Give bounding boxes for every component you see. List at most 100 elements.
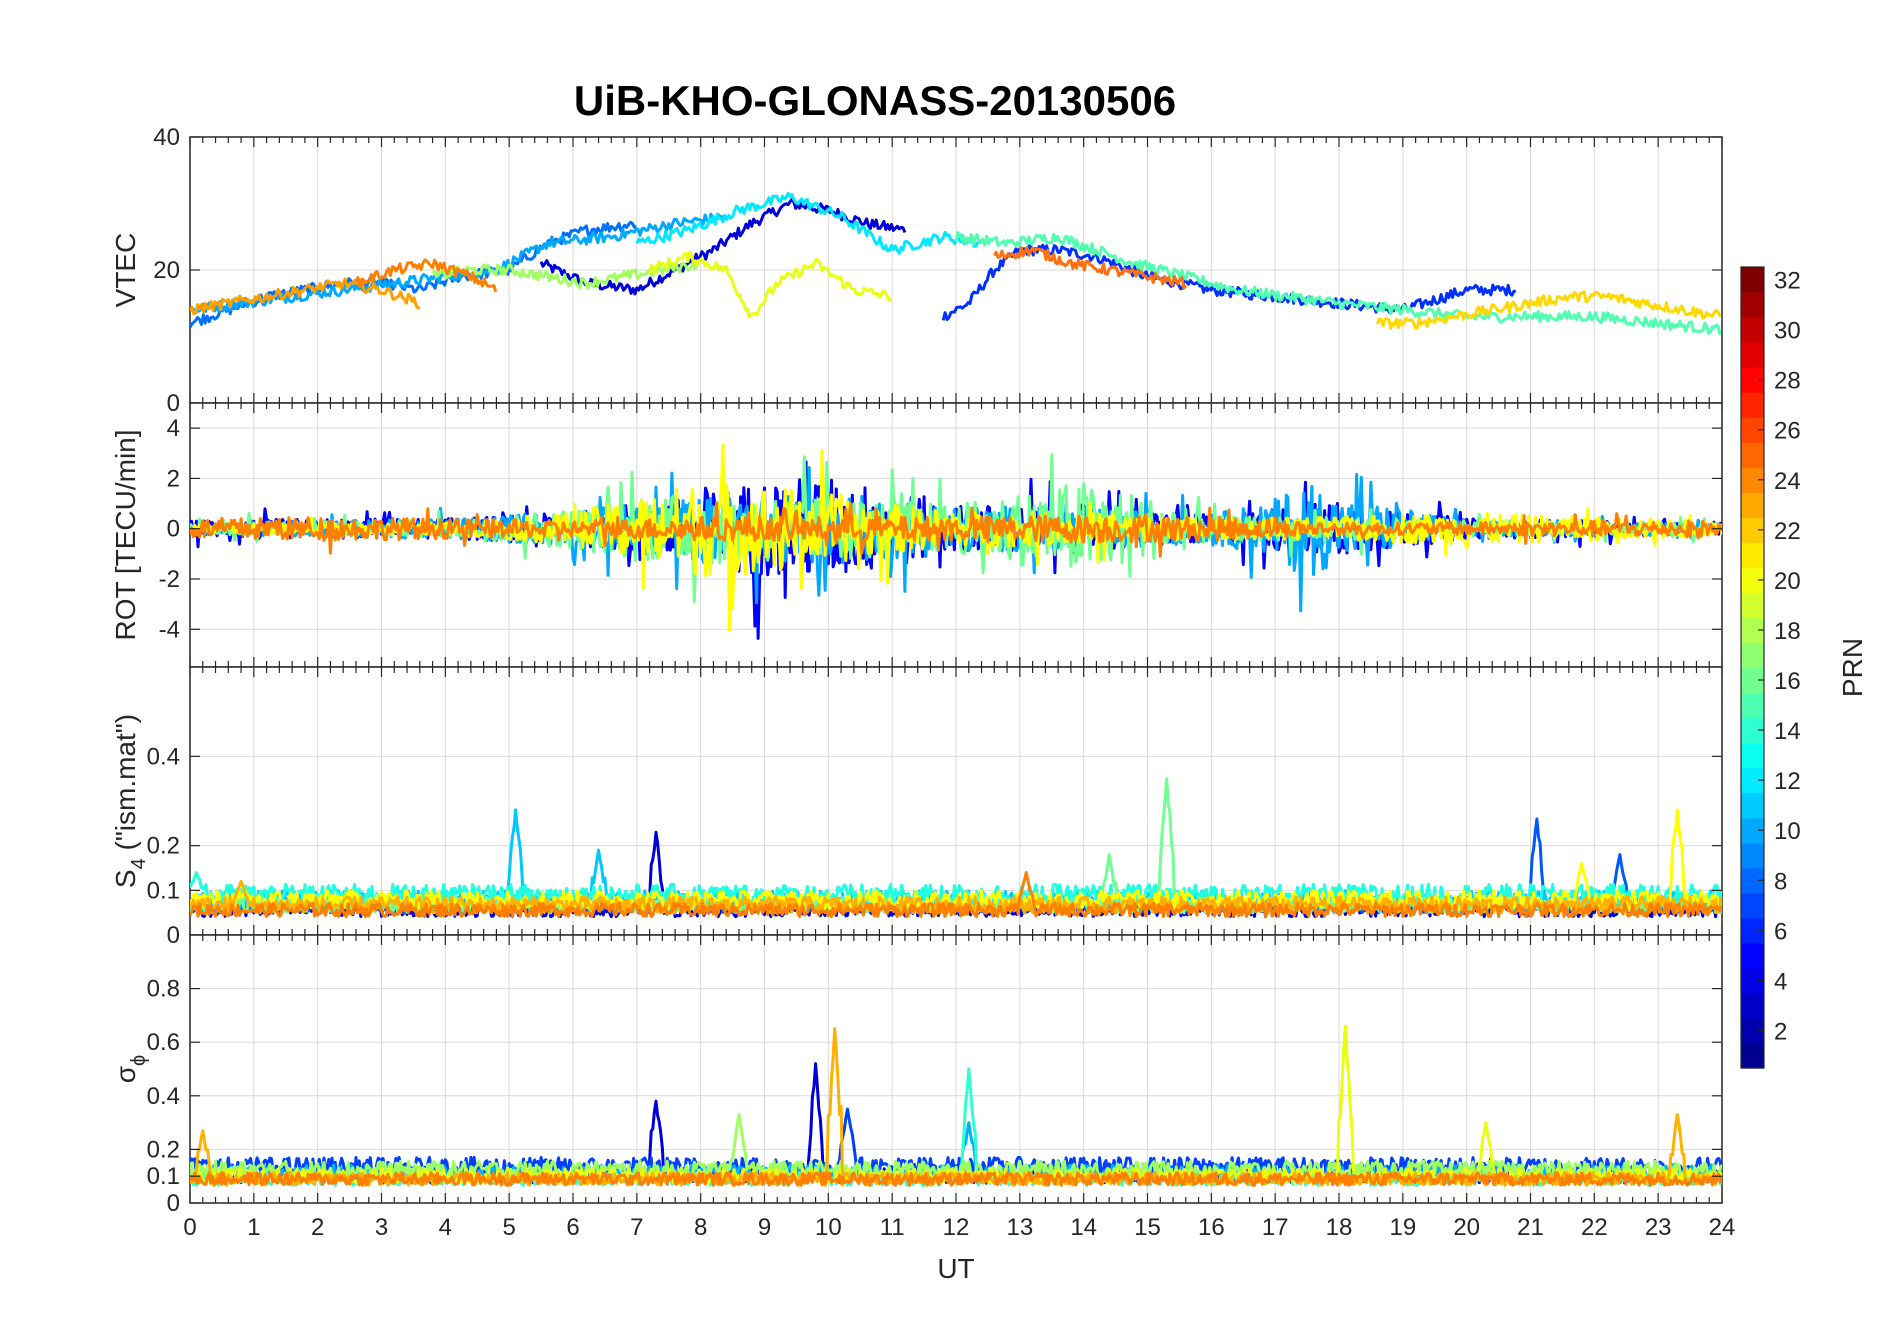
y-axis-label: ROT [TECU/min] bbox=[110, 429, 141, 640]
colorbar-tick-label: 18 bbox=[1774, 618, 1801, 645]
colorbar-segment bbox=[1741, 767, 1764, 794]
series-group bbox=[190, 443, 1722, 640]
y-tick-label: 0.4 bbox=[147, 743, 180, 770]
colorbar-segment bbox=[1741, 792, 1764, 819]
x-ticks bbox=[189, 667, 1723, 935]
x-tick-label: 23 bbox=[1645, 1214, 1672, 1241]
colorbar-tick-label: 2 bbox=[1774, 1018, 1787, 1045]
x-tick-label: 24 bbox=[1709, 1214, 1736, 1241]
colorbar-segment bbox=[1741, 342, 1764, 368]
colorbar-segment bbox=[1741, 667, 1764, 694]
x-tick-label: 2 bbox=[311, 1214, 324, 1241]
series-prn-24 bbox=[190, 501, 1722, 558]
colorbar-segment bbox=[1741, 817, 1764, 844]
colorbar-tick-label: 26 bbox=[1774, 418, 1801, 445]
y-axis-label: σϕ bbox=[110, 1055, 150, 1083]
colorbar-label: PRN bbox=[1837, 638, 1868, 697]
colorbar-segment bbox=[1741, 742, 1764, 769]
colorbar-segment bbox=[1741, 592, 1764, 619]
colorbar-segment bbox=[1741, 417, 1764, 443]
colorbar-segment bbox=[1741, 267, 1764, 293]
colorbar-segment bbox=[1741, 492, 1764, 518]
colorbar-segment bbox=[1741, 517, 1764, 543]
y-tick-label: 40 bbox=[153, 124, 180, 151]
x-tick-label: 3 bbox=[375, 1214, 388, 1241]
panel-sigma-phi: 00.10.20.40.60.80 1 2 3 4 5 6 7 8 9 10 11 12 13 14 15 16… bbox=[110, 934, 1736, 1284]
grid bbox=[190, 935, 1722, 1203]
series-prn-21 bbox=[1375, 290, 1722, 330]
colorbar-segment bbox=[1741, 317, 1764, 343]
y-axis-label: S4 ("ism.mat") bbox=[110, 714, 150, 888]
colorbar-segment bbox=[1741, 567, 1764, 594]
colorbar-tick-label: 4 bbox=[1774, 968, 1787, 995]
y-tick-label: 0.8 bbox=[147, 976, 180, 1003]
x-axis-label: UT bbox=[937, 1253, 974, 1284]
y-ticks: 00.10.2 0.4 0.6 0.8 bbox=[147, 976, 1722, 1217]
colorbar-tick-label: 8 bbox=[1774, 868, 1787, 895]
y-tick-label: 0 bbox=[167, 516, 180, 543]
y-tick-label: 2 bbox=[167, 465, 180, 492]
colorbar-segment bbox=[1741, 467, 1764, 493]
y-tick-label: 0 bbox=[167, 390, 180, 417]
series-prn-5 bbox=[941, 243, 1516, 321]
x-tick-label: 10 bbox=[815, 1214, 842, 1241]
x-tick-label: 9 bbox=[758, 1214, 771, 1241]
series-group bbox=[190, 777, 1722, 919]
x-tick-label: 0 bbox=[183, 1214, 196, 1241]
y-ticks: 0 20 40 bbox=[153, 124, 1722, 417]
colorbar-tick-label: 22 bbox=[1774, 518, 1801, 545]
colorbar-segment bbox=[1741, 717, 1764, 744]
colorbar-segment bbox=[1741, 617, 1764, 644]
series-prn-24 bbox=[190, 871, 1722, 919]
colorbar-tick-label: 20 bbox=[1774, 568, 1801, 595]
colorbar-frame bbox=[1740, 266, 1765, 1069]
series-prn-15 bbox=[954, 231, 1722, 336]
x-tick-label: 14 bbox=[1070, 1214, 1097, 1241]
colorbar-tick-label: 24 bbox=[1774, 468, 1801, 495]
x-tick-label: 6 bbox=[566, 1214, 579, 1241]
colorbar-segment bbox=[1741, 692, 1764, 719]
x-ticks bbox=[189, 403, 1723, 667]
series-group bbox=[190, 191, 1722, 336]
x-tick-label: 11 bbox=[880, 1214, 905, 1241]
colorbar-segment bbox=[1741, 867, 1764, 894]
colorbar-segment bbox=[1741, 292, 1764, 318]
series-prn-24 bbox=[190, 1171, 1722, 1187]
colorbar-tick-label: 6 bbox=[1774, 918, 1787, 945]
x-tick-label: 21 bbox=[1517, 1214, 1544, 1241]
y-tick-label: 0.1 bbox=[147, 1163, 180, 1190]
x-tick-label: 8 bbox=[694, 1214, 707, 1241]
series-prn-19 bbox=[648, 250, 892, 319]
y-tick-label: 0.2 bbox=[147, 833, 180, 860]
y-tick-label: 20 bbox=[153, 257, 180, 284]
x-ticks bbox=[189, 137, 1723, 403]
series-prn-25 bbox=[993, 246, 1188, 290]
x-tick-label: 12 bbox=[943, 1214, 970, 1241]
x-tick-label: 17 bbox=[1262, 1214, 1289, 1241]
x-tick-label: 7 bbox=[630, 1214, 643, 1241]
x-tick-label: 19 bbox=[1389, 1214, 1416, 1241]
colorbar-segment bbox=[1741, 542, 1764, 568]
series-prn-23 bbox=[190, 277, 420, 316]
colorbar-tick-label: 16 bbox=[1774, 668, 1801, 695]
y-tick-label: 0.2 bbox=[147, 1136, 180, 1163]
series-prn-4 bbox=[190, 460, 1722, 640]
colorbar-segment bbox=[1741, 442, 1764, 468]
y-tick-label: -4 bbox=[159, 616, 180, 643]
y-tick-label: 0 bbox=[167, 1190, 180, 1217]
colorbar-segment bbox=[1741, 1017, 1764, 1044]
x-tick-label: 18 bbox=[1326, 1214, 1353, 1241]
colorbar-tick-label: 32 bbox=[1774, 268, 1801, 295]
x-tick-label: 20 bbox=[1453, 1214, 1480, 1241]
colorbar-segment bbox=[1741, 892, 1764, 919]
x-tick-label: 4 bbox=[439, 1214, 452, 1241]
panel-vtec: 0 20 40 VTEC bbox=[110, 124, 1723, 417]
x-tick-label: 16 bbox=[1198, 1214, 1225, 1241]
colorbar-segment bbox=[1741, 917, 1764, 944]
colorbar-tick-label: 30 bbox=[1774, 318, 1801, 345]
colorbar-segment bbox=[1741, 1042, 1764, 1069]
colorbar-segment bbox=[1741, 842, 1764, 869]
colorbar-tick-label: 14 bbox=[1774, 718, 1801, 745]
